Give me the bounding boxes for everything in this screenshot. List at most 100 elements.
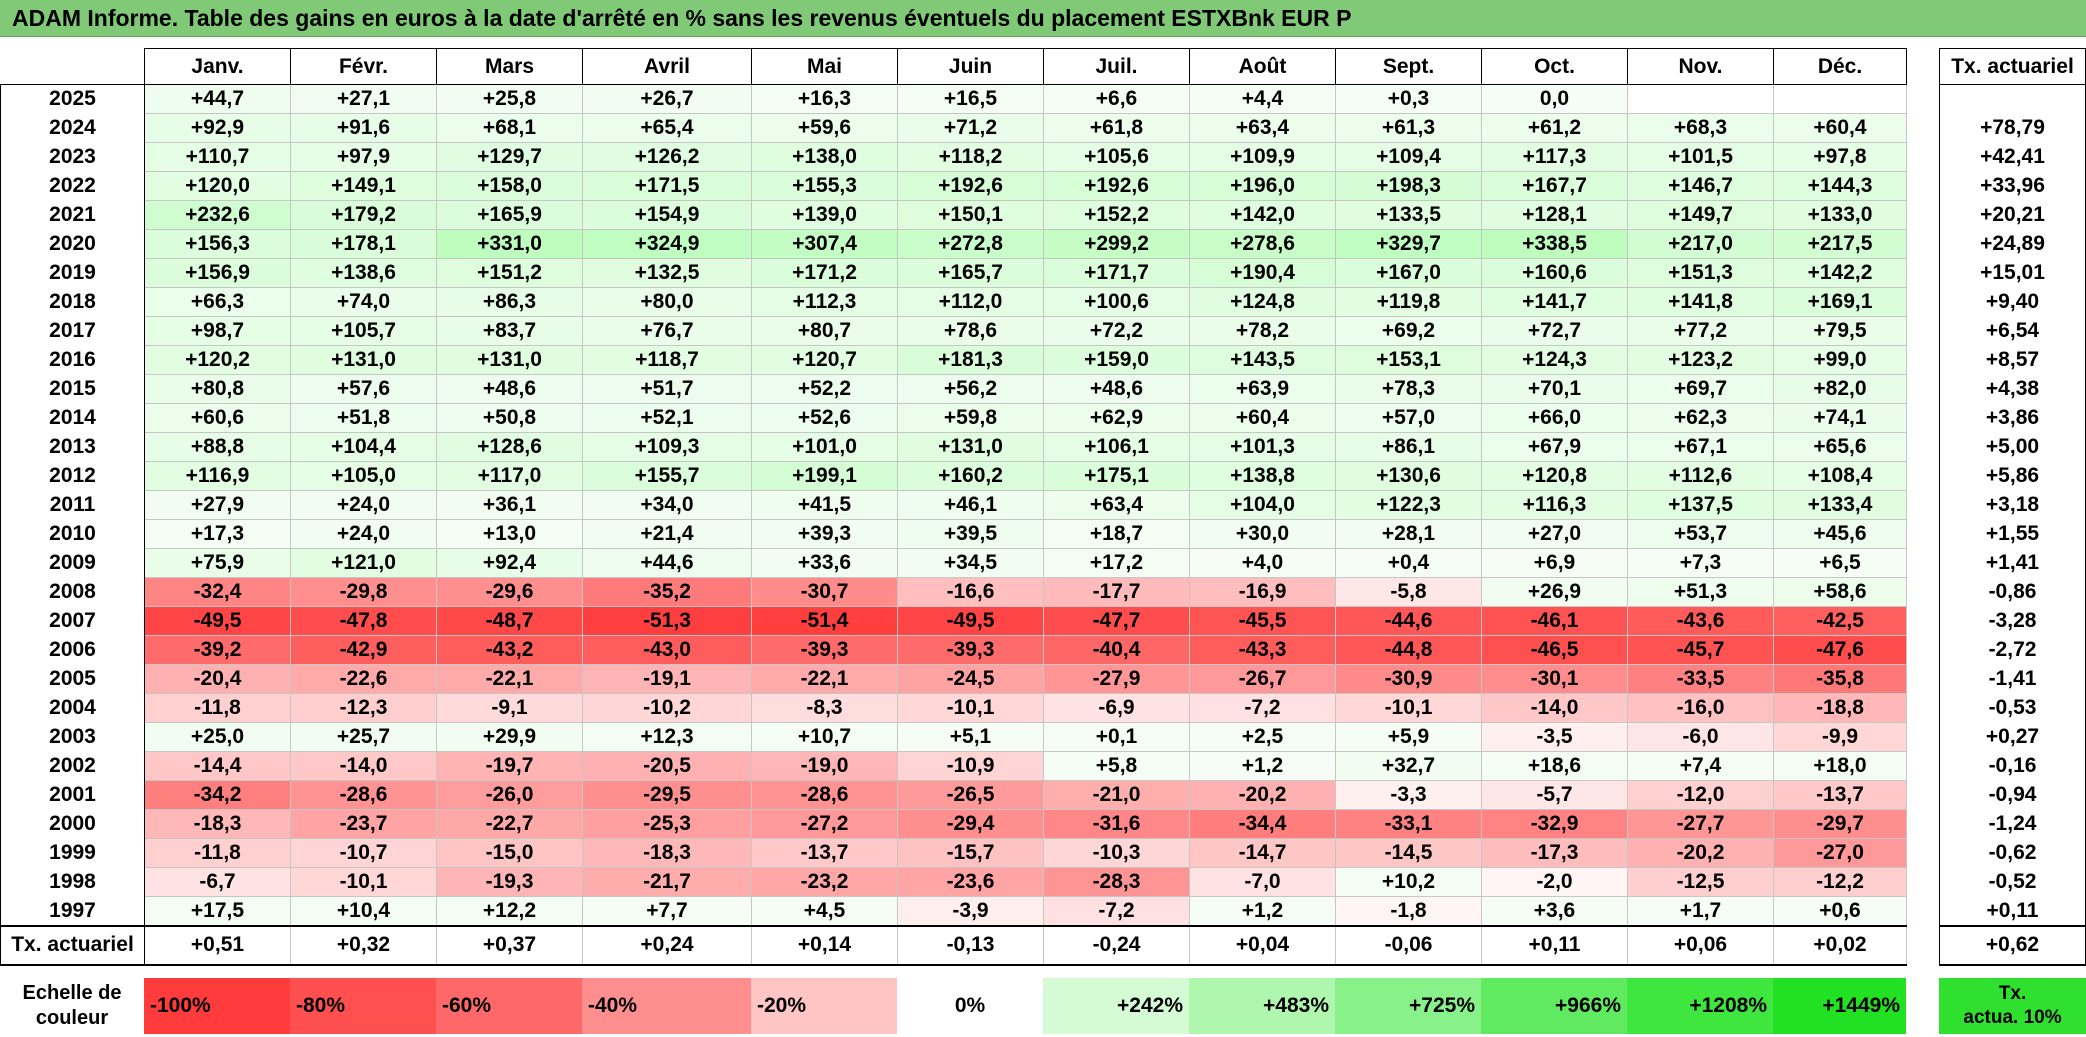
gain-cell: +78,3 bbox=[1335, 374, 1482, 404]
gain-cell: +29,9 bbox=[436, 722, 583, 752]
year-label: 2004 bbox=[0, 693, 145, 723]
summary-cell: +0,02 bbox=[1773, 924, 1907, 966]
gain-cell: -3,3 bbox=[1335, 780, 1482, 810]
gain-cell: +138,6 bbox=[290, 258, 437, 288]
gain-cell: +142,2 bbox=[1773, 258, 1907, 288]
gain-cell: +34,0 bbox=[582, 490, 752, 520]
gain-cell: -39,3 bbox=[897, 635, 1044, 665]
gain-cell: +160,6 bbox=[1481, 258, 1628, 288]
year-label: 2014 bbox=[0, 403, 145, 433]
gain-cell: +67,9 bbox=[1481, 432, 1628, 462]
tx-cell: +4,38 bbox=[1939, 374, 2086, 404]
tx-cell: -2,72 bbox=[1939, 635, 2086, 665]
tx-cell: -3,28 bbox=[1939, 606, 2086, 636]
gain-cell: +6,9 bbox=[1481, 548, 1628, 578]
gain-cell: +78,6 bbox=[897, 316, 1044, 346]
gain-cell: -18,3 bbox=[582, 838, 752, 868]
gain-cell: +27,0 bbox=[1481, 519, 1628, 549]
gain-cell: -29,4 bbox=[897, 809, 1044, 839]
tx-row: -0,94 bbox=[1939, 780, 2086, 810]
gain-cell: +53,7 bbox=[1627, 519, 1774, 549]
gain-cell: +69,2 bbox=[1335, 316, 1482, 346]
gain-cell: +48,6 bbox=[1043, 374, 1190, 404]
color-scale-swatch: -40% bbox=[582, 978, 751, 1034]
gain-cell: +61,2 bbox=[1481, 113, 1628, 143]
gain-cell: -14,0 bbox=[290, 751, 437, 781]
color-scale-swatch: 0% bbox=[897, 978, 1043, 1034]
gain-cell: +62,3 bbox=[1627, 403, 1774, 433]
gain-cell: -13,7 bbox=[1773, 780, 1907, 810]
gain-cell: +331,0 bbox=[436, 229, 583, 259]
gain-cell: -14,4 bbox=[144, 751, 291, 781]
gain-cell: -26,7 bbox=[1189, 664, 1336, 694]
gain-cell: -7,2 bbox=[1189, 693, 1336, 723]
gain-cell: +59,6 bbox=[751, 113, 898, 143]
gain-cell: +16,3 bbox=[751, 84, 898, 114]
gain-cell: +124,8 bbox=[1189, 287, 1336, 317]
gain-cell: +154,9 bbox=[582, 200, 752, 230]
gain-cell: +80,0 bbox=[582, 287, 752, 317]
tx-cell: +15,01 bbox=[1939, 258, 2086, 288]
color-scale-swatch: +966% bbox=[1481, 978, 1627, 1034]
tx-cell: -0,86 bbox=[1939, 577, 2086, 607]
gain-cell: -5,8 bbox=[1335, 577, 1482, 607]
gain-cell: -43,3 bbox=[1189, 635, 1336, 665]
gain-cell: -19,0 bbox=[751, 751, 898, 781]
gain-cell: +41,5 bbox=[751, 490, 898, 520]
gain-cell: -12,3 bbox=[290, 693, 437, 723]
gain-cell: -28,6 bbox=[290, 780, 437, 810]
gain-cell: +3,6 bbox=[1481, 896, 1628, 926]
tx-cell: +5,00 bbox=[1939, 432, 2086, 462]
tx-cell: +8,57 bbox=[1939, 345, 2086, 375]
tx-cell: +0,11 bbox=[1939, 896, 2086, 926]
gain-cell: -10,1 bbox=[1335, 693, 1482, 723]
gain-cell: +120,7 bbox=[751, 345, 898, 375]
gain-cell: +165,7 bbox=[897, 258, 1044, 288]
color-scale-swatch: +242% bbox=[1043, 978, 1189, 1034]
gain-cell: +48,6 bbox=[436, 374, 583, 404]
gain-cell: +109,3 bbox=[582, 432, 752, 462]
gain-cell: -30,9 bbox=[1335, 664, 1482, 694]
table-row: 1999 -11,8 -10,7 -15,0 -18,3 -13,7 -15,7 -10,3-… bbox=[0, 838, 1907, 868]
gain-cell: -18,8 bbox=[1773, 693, 1907, 723]
gain-cell: +307,4 bbox=[751, 229, 898, 259]
gain-cell: +21,4 bbox=[582, 519, 752, 549]
table-row: 2010 +17,3 +24,0 +13,0 +21,4 +39,3 +39,5 +18,7 +… bbox=[0, 519, 1907, 549]
gain-cell: +71,2 bbox=[897, 113, 1044, 143]
gain-cell: +62,9 bbox=[1043, 403, 1190, 433]
table-row: 2005 -20,4 -22,6 -22,1 -19,1 -22,1 -24,5 -27,9-… bbox=[0, 664, 1907, 694]
gain-cell: +45,6 bbox=[1773, 519, 1907, 549]
gain-cell: +74,0 bbox=[290, 287, 437, 317]
gain-cell: +5,1 bbox=[897, 722, 1044, 752]
gain-cell: +13,0 bbox=[436, 519, 583, 549]
table-row: 2023 +110,7 +97,9 +129,7 +126,2 +138,0 +118,2 +… bbox=[0, 142, 1907, 172]
gain-cell: -47,7 bbox=[1043, 606, 1190, 636]
year-label: 2011 bbox=[0, 490, 145, 520]
gain-cell: +106,1 bbox=[1043, 432, 1190, 462]
year-label: 2022 bbox=[0, 171, 145, 201]
gain-cell: +151,2 bbox=[436, 258, 583, 288]
gain-cell: +153,1 bbox=[1335, 345, 1482, 375]
tx-cell: -0,16 bbox=[1939, 751, 2086, 781]
gain-cell: -6,7 bbox=[144, 867, 291, 897]
gain-cell: -23,7 bbox=[290, 809, 437, 839]
table-row: 2006 -39,2 -42,9 -43,2 -43,0 -39,3 -39,3 -40,4-… bbox=[0, 635, 1907, 665]
summary-label: Tx. actuariel bbox=[0, 924, 145, 966]
gain-cell: +175,1 bbox=[1043, 461, 1190, 491]
gain-cell: -31,6 bbox=[1043, 809, 1190, 839]
gain-cell: +5,8 bbox=[1043, 751, 1190, 781]
gain-cell: +143,5 bbox=[1189, 345, 1336, 375]
gain-cell: -10,1 bbox=[897, 693, 1044, 723]
gain-cell: -19,3 bbox=[436, 867, 583, 897]
gain-cell: +91,6 bbox=[290, 113, 437, 143]
summary-row: Tx. actuariel +0,51 +0,32 +0,37 +0,24 +0,14 -0… bbox=[0, 924, 1907, 966]
year-column-header bbox=[0, 48, 145, 85]
gain-cell: +67,1 bbox=[1627, 432, 1774, 462]
gain-cell: +133,5 bbox=[1335, 200, 1482, 230]
gain-cell: -21,7 bbox=[582, 867, 752, 897]
gain-cell: -46,1 bbox=[1481, 606, 1628, 636]
gain-cell: -20,4 bbox=[144, 664, 291, 694]
gain-cell: +7,3 bbox=[1627, 548, 1774, 578]
gain-cell: +181,3 bbox=[897, 345, 1044, 375]
month-header: Avril bbox=[582, 48, 752, 85]
